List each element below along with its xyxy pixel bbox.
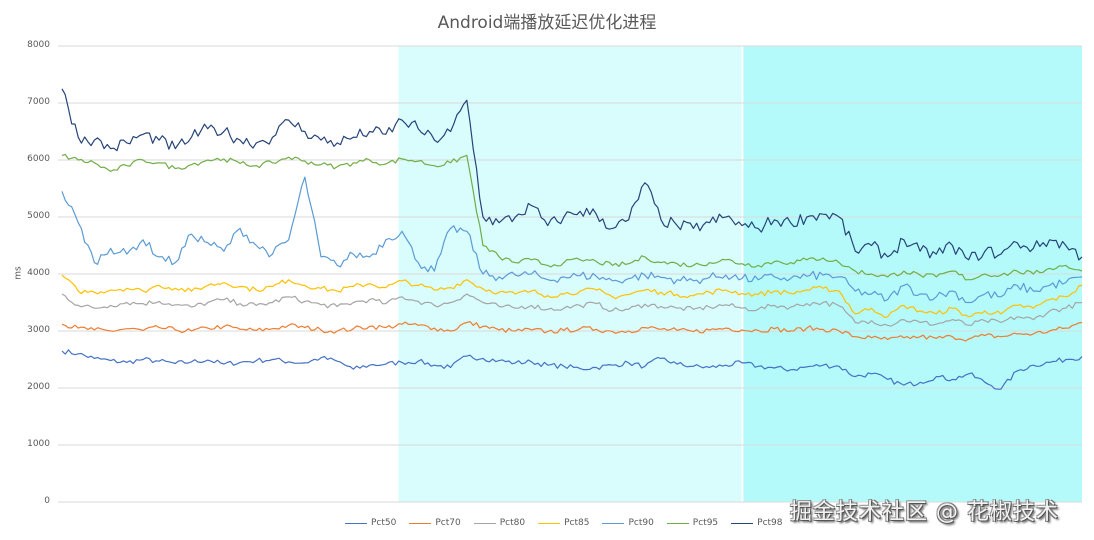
series-line-pct90 <box>61 176 1083 304</box>
legend-label: Pct70 <box>435 518 461 528</box>
legend-item-pct90: Pct90 <box>602 518 654 528</box>
legend-label: Pct80 <box>499 518 526 528</box>
y-tick-label: 0 <box>44 496 50 506</box>
legend-swatch <box>473 522 496 524</box>
legend-swatch <box>409 522 432 524</box>
y-tick-label: 3000 <box>27 325 50 335</box>
y-tick-label: 4000 <box>27 268 50 278</box>
legend-item-pct85: Pct85 <box>538 518 589 528</box>
series-line-pct70 <box>61 321 1083 342</box>
legend-item-pct50: Pct50 <box>345 518 396 528</box>
legend-label: Pct50 <box>371 518 397 528</box>
y-tick-label: 5000 <box>27 211 50 221</box>
series-line-pct80 <box>61 293 1083 327</box>
legend-item-pct95: Pct95 <box>666 518 719 528</box>
y-tick-label: 2000 <box>27 382 50 392</box>
legend-label: Pct95 <box>692 518 719 528</box>
legend-label: Pct85 <box>564 518 590 528</box>
legend-swatch <box>538 522 561 524</box>
series-line-pct50 <box>61 349 1083 390</box>
y-tick-label: 8000 <box>27 40 50 50</box>
legend-label: Pct98 <box>757 518 783 528</box>
series-line-pct95 <box>61 153 1083 281</box>
legend-label: Pct90 <box>628 518 654 528</box>
legend-item-pct70: Pct70 <box>409 518 461 528</box>
y-tick-label: 6000 <box>27 154 50 164</box>
legend-swatch <box>345 522 367 524</box>
legend: Pct50 Pct70 Pct80 Pct85 Pct90 Pct95 Pct98 <box>345 518 796 528</box>
legend-swatch <box>666 522 689 524</box>
legend-swatch <box>602 522 625 524</box>
y-tick-label: 1000 <box>27 439 50 449</box>
series-lines <box>61 88 1083 390</box>
y-axis-label: ms <box>13 266 24 280</box>
chart-title: Android端播放延迟优化进程 <box>437 13 657 33</box>
legend-item-pct98: Pct98 <box>731 518 783 528</box>
series-line-pct85 <box>61 274 1083 318</box>
series-line-pct98 <box>61 88 1083 261</box>
legend-swatch <box>731 522 754 524</box>
legend-item-pct80: Pct80 <box>473 518 526 528</box>
watermark: 掘金技术社区 @ 花椒技术 <box>790 500 1059 525</box>
y-tick-label: 7000 <box>27 97 50 107</box>
